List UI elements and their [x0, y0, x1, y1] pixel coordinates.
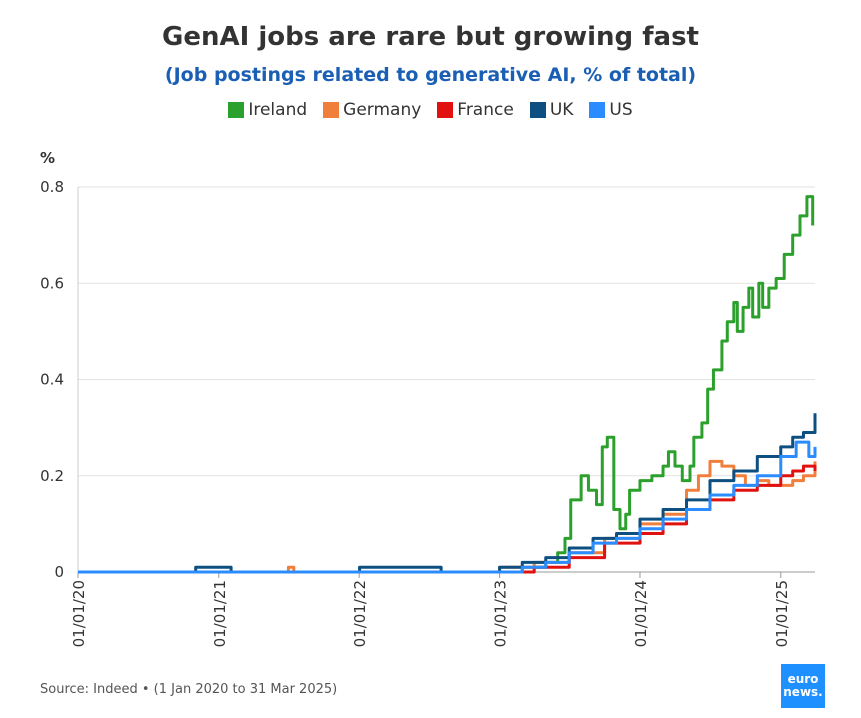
series-line-us: [78, 440, 817, 574]
series-line-germany: [78, 459, 817, 574]
chart-subtitle: (Job postings related to generative AI, …: [164, 64, 697, 86]
chart-title: GenAI jobs are rare but growing fast: [162, 22, 699, 52]
legend-swatch: [228, 102, 245, 118]
legend-item: Germany: [323, 100, 421, 120]
y-axis-label: %: [40, 149, 55, 167]
x-tick-label: 01/01/25: [773, 580, 791, 647]
chart-legend: Ireland Germany France UK US: [0, 100, 861, 120]
legend-swatch: [589, 102, 606, 118]
legend-label: France: [457, 100, 514, 120]
legend-item: UK: [529, 100, 574, 120]
y-tick-label: 0.8: [40, 178, 64, 196]
y-tick-label: 0.4: [40, 371, 64, 389]
legend-swatch: [529, 102, 546, 118]
x-tick-label: 01/01/21: [211, 580, 229, 647]
legend-item: US: [589, 100, 633, 120]
x-tick-label: 01/01/23: [492, 580, 510, 647]
legend-label: Germany: [343, 100, 422, 120]
logo-line2: news.: [783, 685, 823, 699]
legend-swatch: [323, 102, 340, 118]
y-tick-label: 0: [54, 563, 64, 581]
logo-line1: euro: [787, 672, 819, 686]
y-tick-label: 0.2: [40, 467, 64, 485]
series-line-ireland: [78, 195, 815, 574]
legend-item: France: [437, 100, 514, 120]
x-tick-label: 01/01/22: [351, 580, 369, 647]
euronews-logo: euro news.: [781, 664, 825, 708]
x-tick-label: 01/01/24: [632, 580, 650, 647]
source-footer: Source: Indeed • (1 Jan 2020 to 31 Mar 2…: [40, 682, 338, 697]
series-line-france: [78, 464, 817, 574]
legend-label: UK: [549, 100, 574, 120]
series-line-uk: [78, 413, 817, 574]
y-tick-label: 0.6: [40, 274, 64, 292]
x-tick-label: 01/01/20: [70, 580, 88, 647]
legend-swatch: [437, 102, 454, 118]
legend-label: Ireland: [248, 100, 308, 120]
legend-label: US: [609, 100, 633, 120]
legend-item: Ireland: [228, 100, 307, 120]
